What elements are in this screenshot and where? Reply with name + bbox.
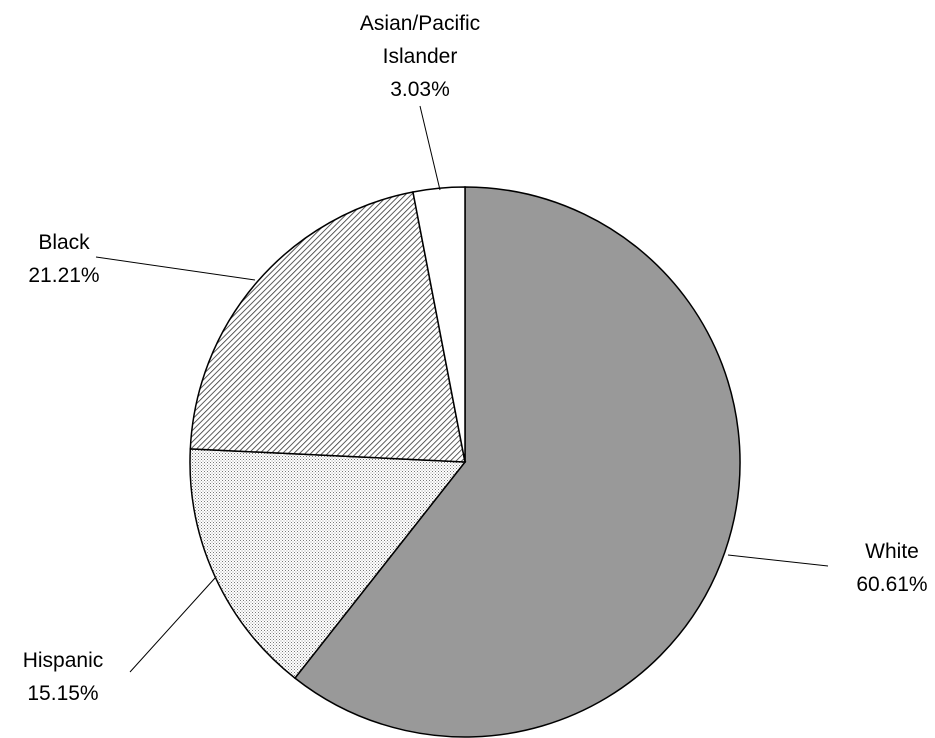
slice-category-label: White: [865, 540, 919, 563]
data-label-hispanic: Hispanic 15.15%: [23, 649, 104, 705]
pie-slice-asian-pacific-islander: [412, 186, 466, 463]
slice-percent-label: 21.21%: [28, 264, 99, 287]
slice-category-label: Asian/Pacific: [360, 12, 480, 35]
slice-category-label: Islander: [383, 45, 458, 68]
leader-line-hispanic: [129, 577, 216, 673]
leader-line-white: [727, 554, 829, 567]
leader-line-asian-pacific-islander: [419, 105, 441, 191]
slice-category-label: Black: [38, 231, 90, 254]
pie-slice-white: [293, 186, 741, 738]
slice-percent-label: 60.61%: [856, 573, 927, 596]
slice-percent-label: 15.15%: [27, 682, 98, 705]
pie-slice-hispanic: [189, 448, 467, 680]
data-label-white: White 60.61%: [856, 540, 927, 596]
slice-category-label: Hispanic: [23, 649, 104, 672]
slice-percent-label: 3.03%: [390, 78, 450, 101]
leader-line-black: [95, 256, 256, 281]
pie-slice-black: [189, 191, 466, 463]
data-label-asian-pacific-islander: Asian/Pacific Islander 3.03%: [360, 12, 480, 101]
data-label-black: Black 21.21%: [28, 231, 99, 287]
